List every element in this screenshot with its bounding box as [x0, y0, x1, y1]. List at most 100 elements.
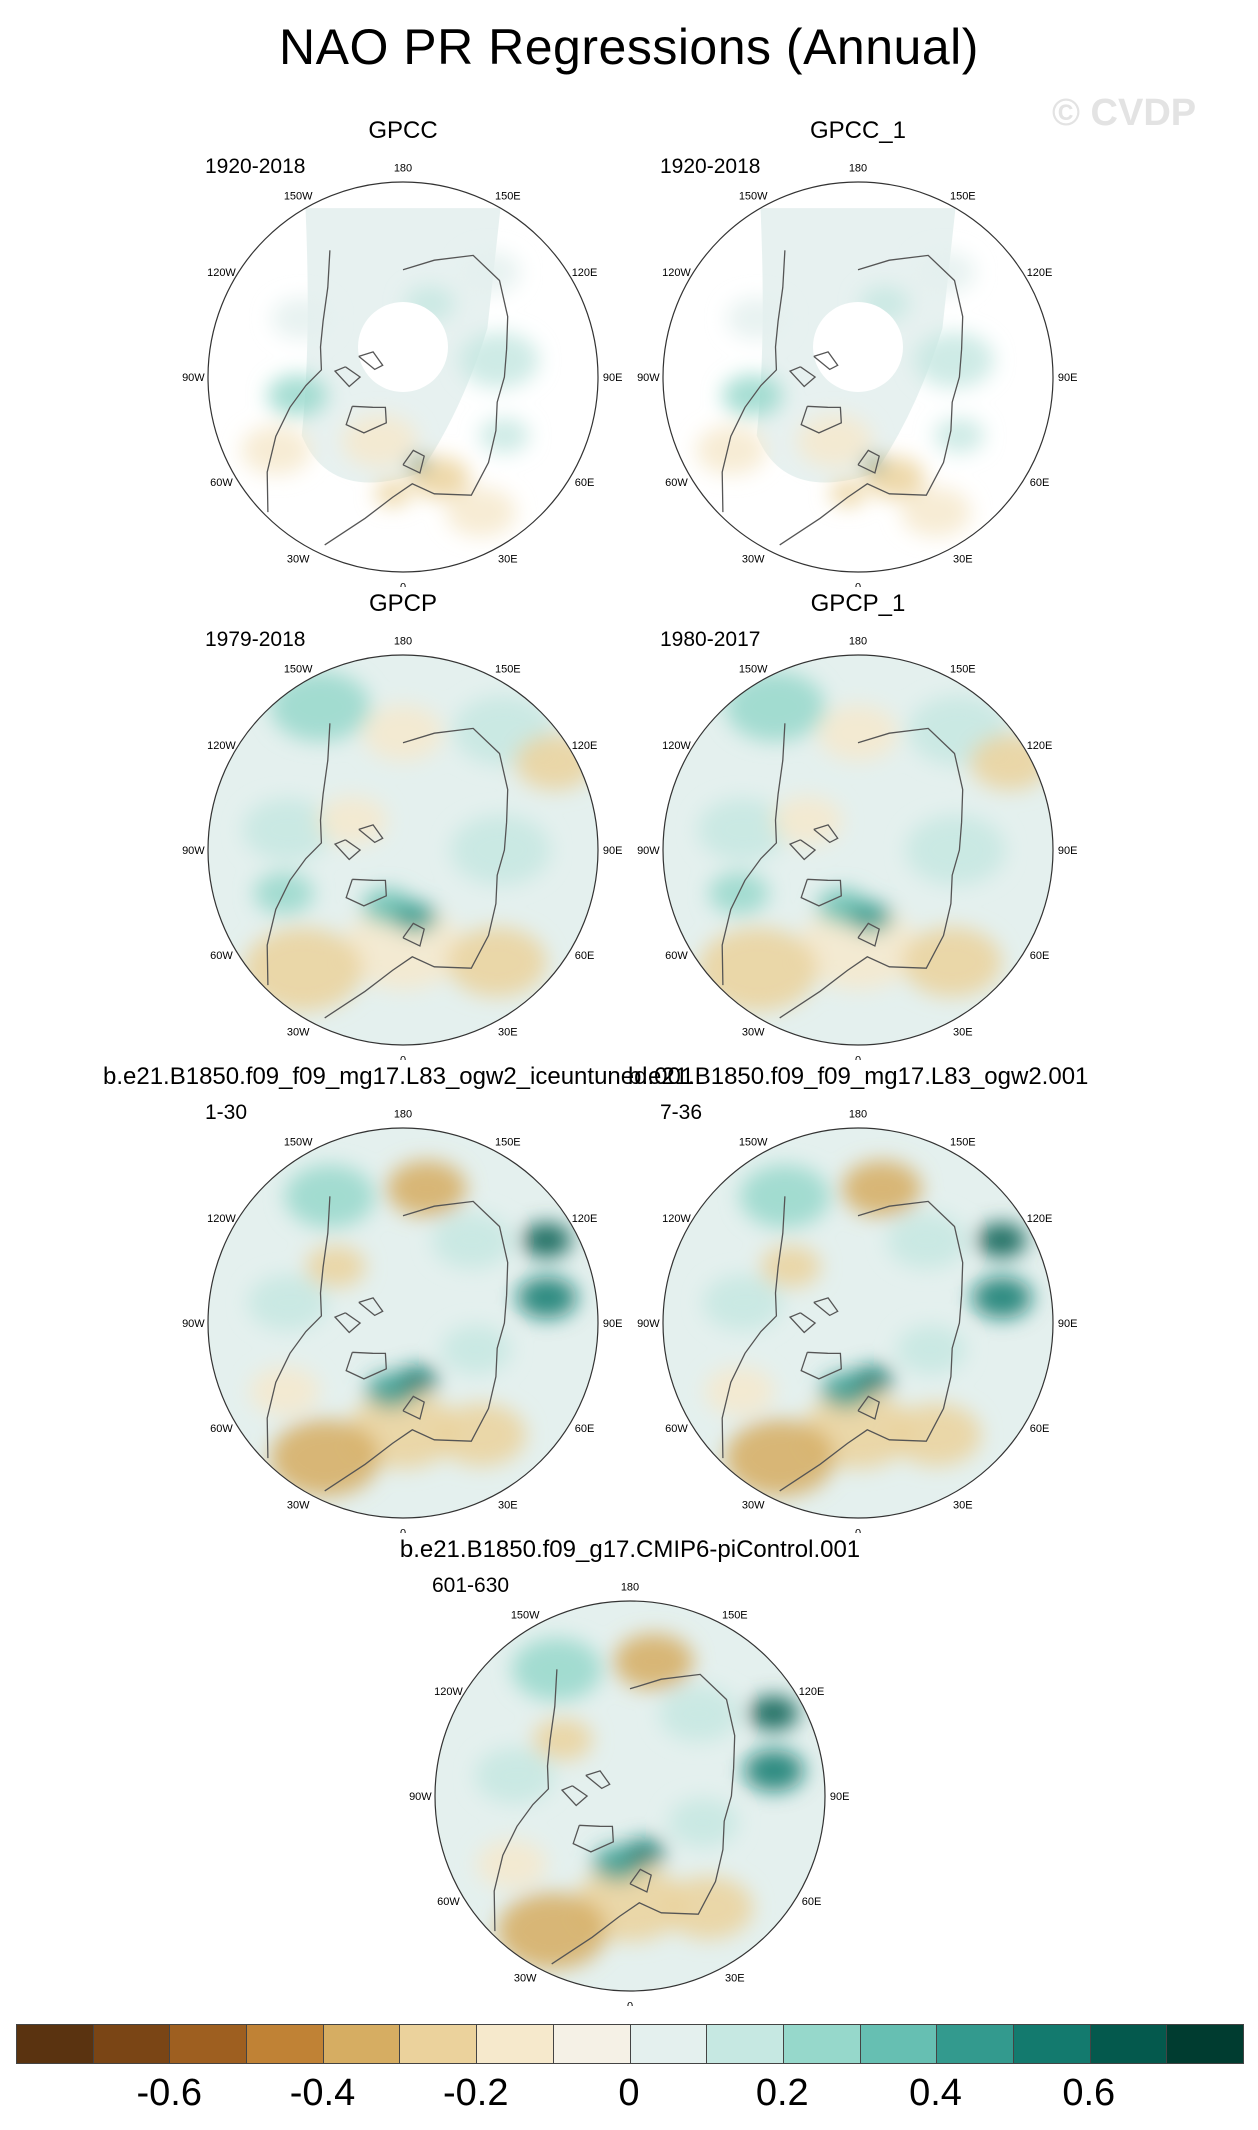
map-panel: GPCC 1920-2018 180 150E 120E 90E 60E 30E 0 30W 6…	[143, 117, 663, 587]
longitude-label: 60W	[665, 950, 688, 962]
longitude-label: 90E	[1058, 845, 1078, 857]
panel-years: 601-630	[432, 1574, 510, 1597]
longitude-label: 60E	[1030, 950, 1050, 962]
longitude-label: 180	[849, 635, 867, 647]
panel-title: GPCP_1	[810, 590, 906, 617]
longitude-label: 60E	[1030, 1423, 1050, 1435]
longitude-label: 90W	[182, 1318, 205, 1330]
panel-years: 1979-2018	[205, 628, 306, 651]
longitude-label: 30W	[287, 1500, 310, 1512]
panel-title: b.e21.B1850.f09_f09_mg17.L83_ogw2.001	[628, 1063, 1089, 1090]
longitude-label: 180	[394, 162, 412, 174]
colorbar-swatch	[247, 2025, 324, 2063]
longitude-label: 150E	[950, 663, 976, 675]
map-panel: b.e21.B1850.f09_f09_mg17.L83_ogw2_iceunt…	[103, 1063, 694, 1533]
colorbar-tick-label: 0.2	[755, 2072, 809, 2114]
polar-map: 180 150E 120E 90E 60E 30E 0 30W 60W 90W 120W 150W	[182, 1108, 622, 1533]
longitude-label: 150E	[495, 190, 521, 202]
colorbar-tick-label: 0.6	[1062, 2072, 1116, 2114]
longitude-label: 120E	[1027, 1213, 1053, 1225]
colorbar	[16, 2024, 1244, 2064]
colorbar-swatch	[860, 2025, 938, 2063]
longitude-label: 90W	[182, 372, 205, 384]
longitude-label: 90E	[1058, 372, 1078, 384]
map-panel: GPCP 1979-2018 180 150E 120E 90E 60E 30E 0 30W 6…	[143, 590, 663, 1060]
longitude-label: 90W	[637, 372, 660, 384]
panel-title: b.e21.B1850.f09_f09_mg17.L83_ogw2_iceunt…	[103, 1063, 695, 1090]
colorbar-tick-label: -0.4	[289, 2072, 356, 2114]
longitude-label: 30W	[514, 1973, 537, 1985]
longitude-label: 150E	[495, 1136, 521, 1148]
colorbar-swatch	[323, 2025, 401, 2063]
longitude-label: 60W	[665, 1423, 688, 1435]
longitude-label: 90W	[637, 845, 660, 857]
longitude-label: 90E	[603, 845, 623, 857]
longitude-label: 0	[855, 1528, 861, 1533]
longitude-label: 120W	[434, 1686, 463, 1698]
longitude-label: 120W	[662, 1213, 691, 1225]
longitude-label: 30W	[742, 1027, 765, 1039]
longitude-label: 60E	[802, 1896, 822, 1908]
longitude-label: 30W	[287, 554, 310, 566]
longitude-label: 120W	[662, 740, 691, 752]
polar-map: 180 150E 120E 90E 60E 30E 0 30W 60W 90W 120W 150W	[409, 1581, 850, 2006]
longitude-label: 150E	[950, 190, 976, 202]
longitude-label: 30E	[498, 1027, 518, 1039]
longitude-label: 150E	[722, 1609, 748, 1621]
panel-title: GPCP	[368, 590, 437, 617]
panel-years: 7-36	[660, 1101, 703, 1124]
longitude-label: 60W	[210, 477, 233, 489]
colorbar-tick-label: 0	[618, 2072, 640, 2114]
longitude-label: 150E	[495, 663, 521, 675]
map-panel: GPCC_1 1920-2018 180 150E 120E 90E 60E 30E 0 30…	[598, 117, 1118, 587]
polar-map: 180 150E 120E 90E 60E 30E 0 30W 60W 90W 120W 150W	[637, 1108, 1077, 1533]
longitude-label: 120E	[1027, 267, 1053, 279]
longitude-label: 30E	[498, 554, 518, 566]
longitude-label: 120E	[572, 1213, 598, 1225]
longitude-label: 60E	[575, 950, 595, 962]
polar-map: 180 150E 120E 90E 60E 30E 0 30W 60W 90W 120W 150W	[637, 162, 1078, 587]
longitude-label: 60W	[437, 1896, 460, 1908]
longitude-label: 180	[849, 1108, 867, 1120]
longitude-label: 120W	[207, 267, 236, 279]
longitude-label: 90W	[182, 845, 205, 857]
colorbar-swatch	[170, 2025, 248, 2063]
panel-years: 1980-2017	[660, 628, 761, 651]
panel-title: b.e21.B1850.f09_g17.CMIP6-piControl.001	[399, 1536, 861, 1563]
colorbar-swatch	[1090, 2025, 1168, 2063]
longitude-label: 180	[849, 162, 867, 174]
longitude-label: 150E	[950, 1136, 976, 1148]
longitude-label: 120W	[207, 1213, 236, 1225]
longitude-label: 120E	[572, 267, 598, 279]
longitude-label: 90E	[830, 1791, 850, 1803]
colorbar-swatch	[1167, 2025, 1243, 2063]
longitude-label: 30E	[725, 1973, 745, 1985]
colorbar-swatch	[783, 2025, 861, 2063]
colorbar-swatch	[1013, 2025, 1091, 2063]
longitude-label: 60W	[665, 477, 688, 489]
longitude-label: 30E	[498, 1500, 518, 1512]
longitude-label: 180	[394, 1108, 412, 1120]
longitude-label: 120E	[799, 1686, 825, 1698]
longitude-label: 30W	[742, 554, 765, 566]
polar-map: 180 150E 120E 90E 60E 30E 0 30W 60W 90W 120W 150W	[182, 162, 622, 587]
cvdp-watermark: © CVDP	[1052, 92, 1197, 134]
longitude-label: 30E	[953, 554, 973, 566]
colorbar-tick-label: -0.6	[136, 2072, 202, 2114]
colorbar-swatch	[707, 2025, 784, 2063]
panel-years: 1920-2018	[660, 155, 761, 178]
map-panel: b.e21.B1850.f09_g17.CMIP6-piControl.001 …	[370, 1536, 890, 2006]
colorbar-tick-label: 0.4	[909, 2072, 962, 2114]
longitude-label: 60W	[210, 950, 233, 962]
colorbar-swatch	[477, 2025, 554, 2063]
longitude-label: 0	[400, 582, 406, 587]
panel-title: GPCC_1	[809, 117, 907, 144]
longitude-label: 60W	[210, 1423, 233, 1435]
longitude-label: 0	[400, 1055, 406, 1060]
longitude-label: 30W	[742, 1500, 765, 1512]
longitude-label: 30E	[953, 1500, 973, 1512]
longitude-label: 0	[855, 1055, 861, 1060]
colorbar-swatch	[93, 2025, 171, 2063]
longitude-label: 150W	[739, 1136, 768, 1148]
longitude-label: 120E	[1027, 740, 1053, 752]
